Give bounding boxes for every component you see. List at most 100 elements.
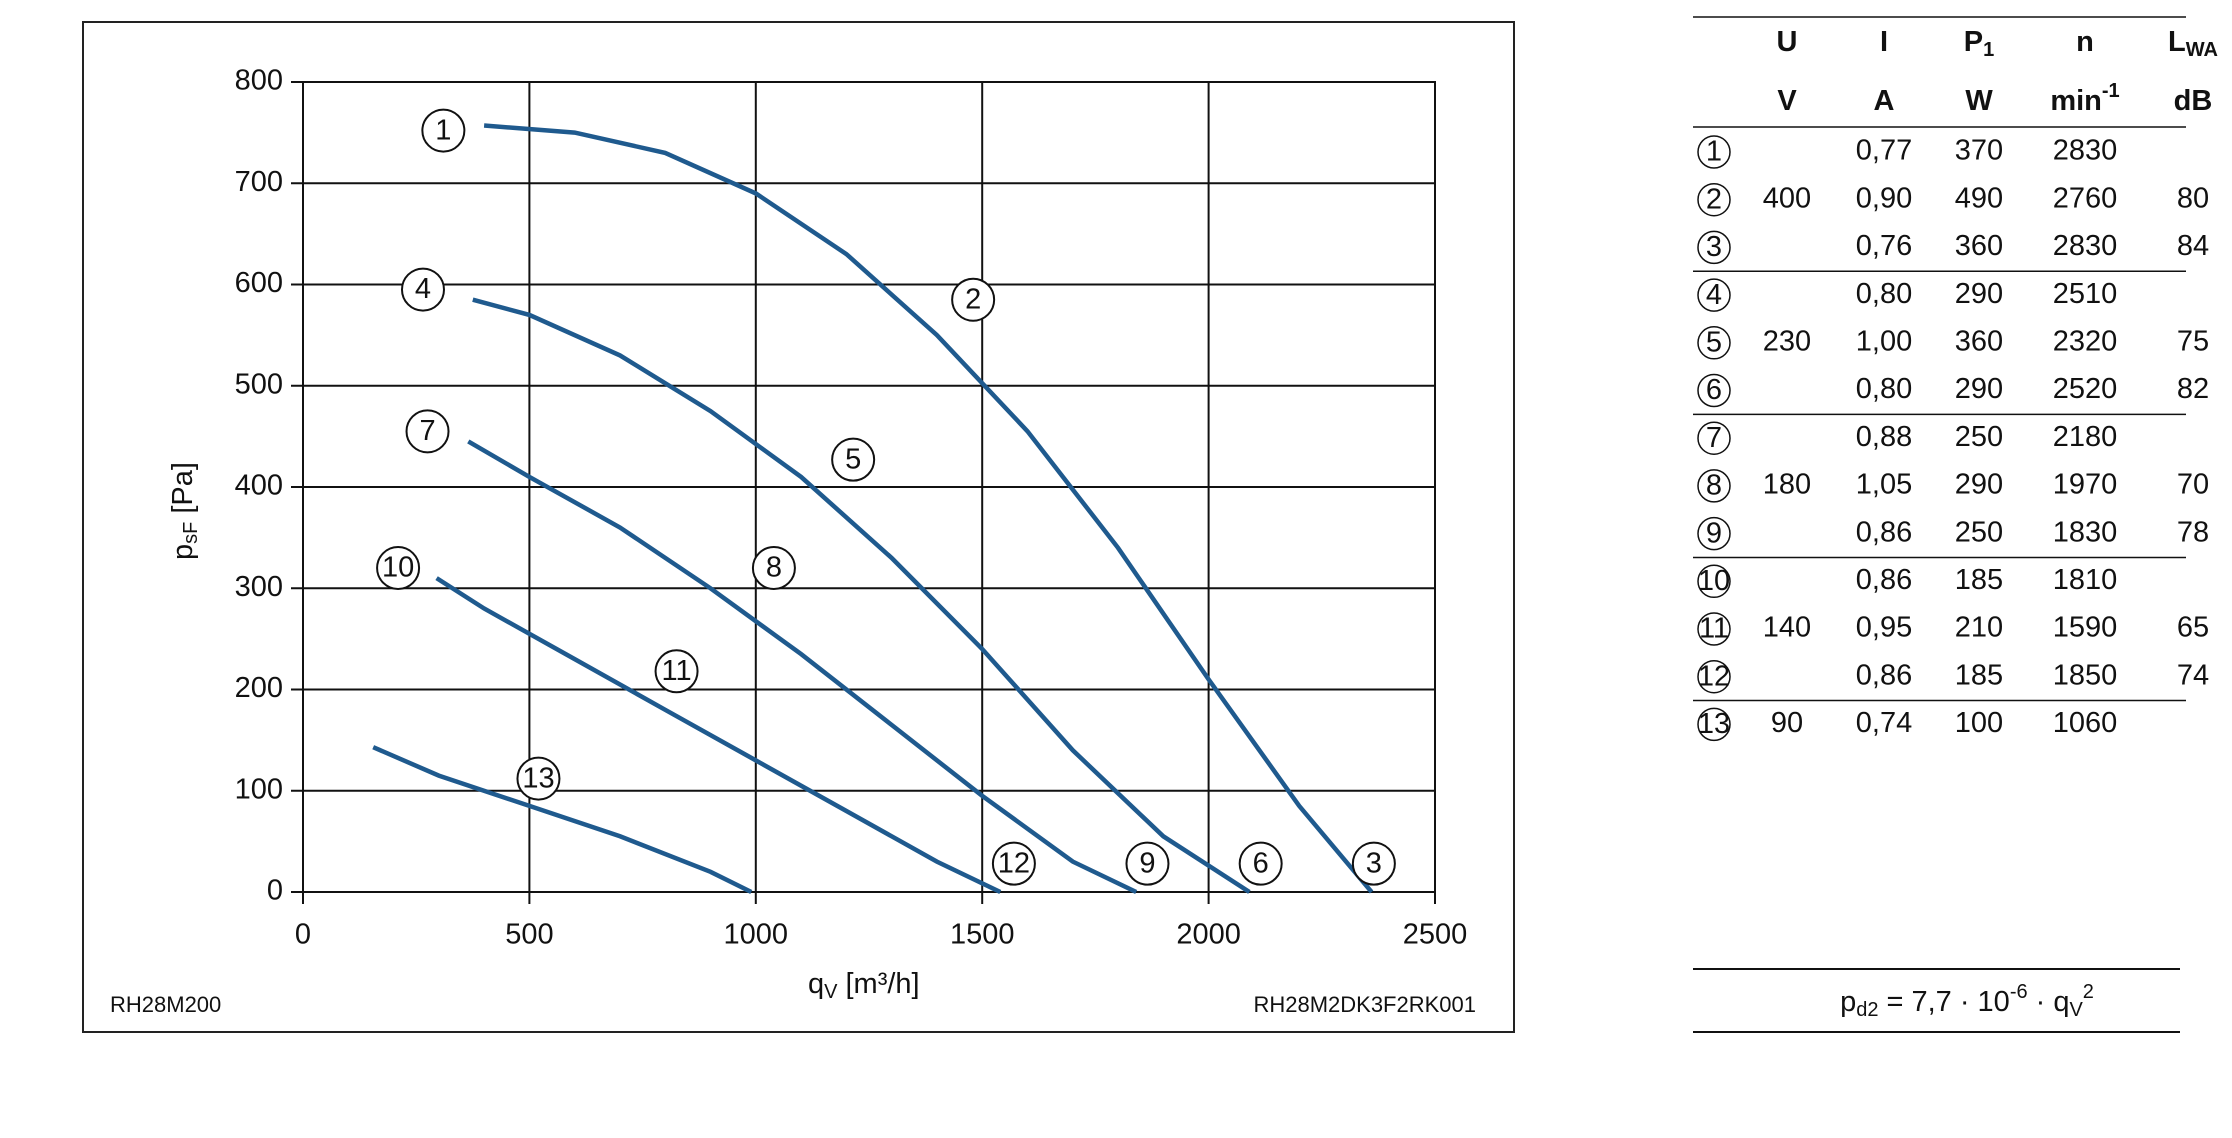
row-marker-circle — [1697, 516, 1731, 551]
column-header-part: P — [1964, 26, 1983, 58]
row-marker: 9 — [1706, 517, 1722, 549]
table-cell: 0,80 — [1856, 373, 1912, 405]
table-cell: 0,88 — [1856, 421, 1912, 453]
row-marker-circle — [1697, 230, 1731, 265]
annotation: 6 — [1253, 847, 1269, 879]
column-unit-part: min — [2050, 85, 2102, 117]
row-marker: 3 — [1706, 231, 1722, 263]
column-unit: dB — [2174, 85, 2213, 117]
table-cell: 100 — [1955, 707, 2003, 739]
table-cell: 290 — [1955, 278, 2003, 310]
y-tick-label: 100 — [235, 773, 283, 805]
formula-part: = 7,7 · 10 — [1886, 986, 2009, 1018]
table-cell: 250 — [1955, 516, 2003, 548]
x-tick-label: 0 — [295, 919, 311, 951]
annotation-circle — [831, 437, 876, 482]
row-marker: 13 — [1698, 708, 1730, 740]
y-tick-label: 600 — [235, 267, 283, 299]
y-axis-label-part: sF — [180, 522, 202, 544]
row-marker-circle — [1697, 278, 1731, 312]
table-cell: 0,76 — [1856, 230, 1912, 262]
row-marker-circle — [1697, 612, 1731, 646]
annotation-circle — [751, 546, 796, 590]
row-marker-circle — [1697, 659, 1731, 694]
table-cell: 74 — [2177, 659, 2209, 691]
table-cell: 1970 — [2053, 469, 2118, 501]
formula-part: 2 — [2083, 981, 2094, 1003]
annotation: 11 — [662, 655, 692, 687]
curve — [483, 123, 1374, 894]
table-cell: 80 — [2177, 182, 2209, 214]
row-marker-circle — [1697, 373, 1731, 408]
row-marker-circle — [1697, 564, 1731, 599]
y-axis-label: psF [Pa] — [167, 462, 203, 560]
row-marker: 8 — [1706, 470, 1722, 502]
column-header: U — [1777, 26, 1798, 58]
x-axis-label: qV [m³/h] — [808, 968, 920, 1004]
column-header-part: n — [2076, 26, 2094, 58]
row-marker: 4 — [1706, 279, 1722, 311]
table-cell: 0,86 — [1856, 516, 1912, 548]
table-cell: 360 — [1955, 230, 2003, 262]
y-tick-label: 800 — [235, 65, 283, 97]
table-cell-u: 180 — [1763, 469, 1811, 501]
column-header: LWA — [2168, 26, 2218, 62]
annotation: 1 — [435, 114, 451, 146]
table-cell-u: 140 — [1763, 612, 1811, 644]
x-tick-label: 1000 — [724, 919, 789, 951]
row-marker: 7 — [1706, 422, 1722, 454]
table-cell: 0,77 — [1856, 135, 1912, 167]
table-cell: 1,00 — [1856, 325, 1912, 357]
table-cell: 84 — [2177, 230, 2209, 262]
table-cell: 2830 — [2053, 230, 2118, 262]
row-marker: 1 — [1706, 136, 1722, 168]
column-unit-part: A — [1874, 85, 1895, 117]
table-cell-u: 90 — [1771, 707, 1803, 739]
column-unit: A — [1874, 85, 1895, 117]
formula-part: d2 — [1856, 999, 1878, 1021]
y-tick-label: 400 — [235, 470, 283, 502]
table-cell: 360 — [1955, 325, 2003, 357]
curve — [467, 439, 1138, 895]
table-cell: 1810 — [2053, 564, 2118, 596]
table-cell: 0,95 — [1856, 612, 1912, 644]
formula-part: · q — [2036, 986, 2070, 1018]
table-cell: 0,86 — [1856, 564, 1912, 596]
table-cell: 0,80 — [1856, 278, 1912, 310]
table-cell: 82 — [2177, 373, 2209, 405]
column-unit-part: V — [1777, 85, 1797, 117]
annotation-circle — [376, 546, 421, 590]
table-cell: 0,74 — [1856, 707, 1912, 739]
annotation: 8 — [766, 552, 782, 584]
column-header: P1 — [1964, 26, 1994, 62]
annotation-circle — [405, 409, 450, 454]
annotation: 10 — [382, 552, 414, 584]
row-marker-circle — [1697, 707, 1731, 742]
chart-frame — [82, 21, 1515, 1033]
x-axis-label-part: q — [808, 968, 824, 1000]
column-header-part: I — [1880, 26, 1888, 58]
annotation: 4 — [415, 273, 431, 305]
y-tick-label: 300 — [235, 571, 283, 603]
column-unit: min-1 — [2050, 80, 2119, 116]
x-axis-label-part: V — [824, 981, 838, 1003]
annotation-circle — [1238, 841, 1283, 886]
column-header-part: WA — [2186, 39, 2218, 61]
curve — [472, 297, 1251, 894]
table-cell: 290 — [1955, 469, 2003, 501]
column-header: I — [1880, 26, 1888, 58]
table-cell: 1830 — [2053, 516, 2118, 548]
formula: pd2 = 7,7 · 10-6 · qV2 — [1840, 981, 2094, 1021]
annotation: 7 — [419, 415, 435, 447]
row-marker-circle — [1697, 469, 1731, 503]
annotation-circle — [654, 649, 699, 694]
formula-part: p — [1840, 986, 1856, 1018]
table-cell: 370 — [1955, 135, 2003, 167]
column-header-part: L — [2168, 26, 2186, 58]
row-marker: 2 — [1706, 183, 1722, 215]
table-cell: 2180 — [2053, 421, 2118, 453]
table-cell: 2320 — [2053, 325, 2118, 357]
column-unit: W — [1965, 85, 1993, 117]
annotation: 2 — [965, 283, 981, 315]
annotation-circle — [991, 841, 1036, 886]
